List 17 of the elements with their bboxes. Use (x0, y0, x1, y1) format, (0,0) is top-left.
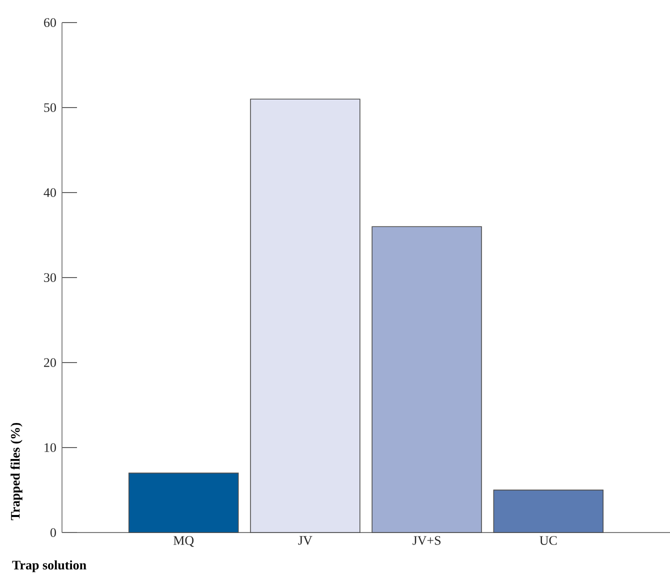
y-axis-title: Trapped files (%) (10, 422, 22, 520)
bar (493, 490, 604, 533)
x-tick-label: UC (540, 536, 557, 545)
bar (128, 472, 239, 533)
x-tick-label: MQ (174, 536, 194, 547)
y-tick-label: 30 (44, 273, 56, 282)
y-tick-label: 50 (44, 103, 56, 112)
y-tick-label: 40 (44, 188, 56, 197)
bar (372, 226, 482, 533)
x-tick-label: JV+S (412, 536, 440, 545)
bar (250, 98, 360, 533)
y-tick-label: 20 (44, 358, 56, 367)
x-tick-label: JV (298, 536, 312, 545)
y-tick-label: 0 (50, 528, 56, 537)
x-axis-title: Trap solution (12, 560, 86, 572)
y-tick-label: 60 (44, 18, 56, 27)
y-tick-label: 10 (44, 443, 56, 452)
